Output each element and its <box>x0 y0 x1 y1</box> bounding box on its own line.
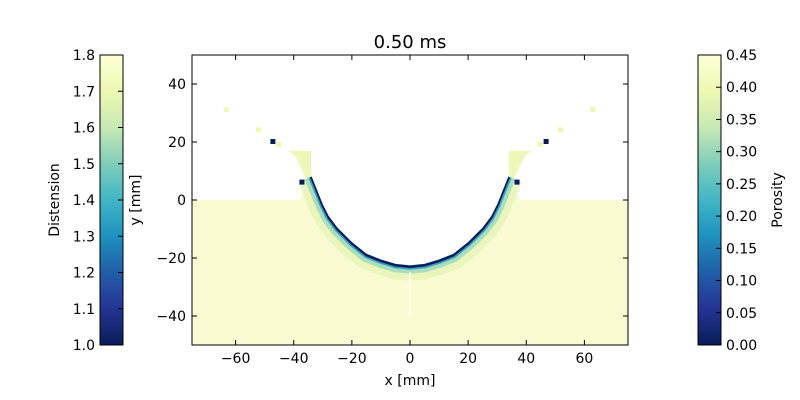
y-tick-label: 20 <box>168 135 186 151</box>
colorbar-tick-label: 0.35 <box>726 112 757 128</box>
colorbar-tick-label: 0.45 <box>726 48 757 64</box>
y-axis-label: y [mm] <box>128 175 144 226</box>
porosity-colorbar <box>697 54 722 346</box>
x-tick-label: −60 <box>221 351 251 367</box>
x-tick-label: −40 <box>279 351 309 367</box>
colorbar-tick-label: 1.6 <box>73 121 95 137</box>
colorbar-tick-label: 1.0 <box>73 338 95 354</box>
colorbar-tick-label: 0.20 <box>726 209 757 225</box>
colorbar-tick-label: 0.00 <box>726 338 757 354</box>
colorbar-tick-label: 1.2 <box>73 266 95 282</box>
colorbar-tick-label: 0.30 <box>726 145 757 161</box>
colorbar-tick-label: 0.40 <box>726 80 757 96</box>
colorbar-tick-label: 1.8 <box>73 48 95 64</box>
crater-rim <box>310 176 510 268</box>
colorbar-tick-label: 1.3 <box>73 229 95 245</box>
x-axis-label: x [mm] <box>385 373 436 389</box>
ejecta-particle <box>514 179 520 185</box>
colorbar-tick-label: 1.1 <box>73 302 95 318</box>
crater-cavity <box>311 55 509 266</box>
x-tick-label: 0 <box>406 351 415 367</box>
x-tick-label: 40 <box>517 351 535 367</box>
ejecta-particle <box>255 127 261 133</box>
colorbar-tick-label: 1.7 <box>73 84 95 100</box>
porosity-colorbar-label: Porosity <box>770 172 786 227</box>
ejecta-particle <box>558 127 564 133</box>
plot-area <box>192 55 628 345</box>
ejecta-particle <box>543 139 549 144</box>
ejecta-particle <box>299 179 305 185</box>
y-tick-label: 0 <box>177 193 186 209</box>
x-tick-label: 60 <box>575 351 593 367</box>
colorbar-tick-label: 0.25 <box>726 177 757 193</box>
colorbar-tick-label: 1.4 <box>73 193 95 209</box>
x-tick-label: −20 <box>337 351 367 367</box>
colorbar-tick-label: 0.10 <box>726 274 757 290</box>
y-tick-label: −40 <box>156 309 186 325</box>
distension-colorbar-label: Distension <box>47 163 63 237</box>
ejecta-particle <box>270 139 276 144</box>
target-material-region <box>192 176 628 345</box>
ejecta-particle <box>223 107 229 113</box>
y-tick-label: 40 <box>168 77 186 93</box>
ejecta-particle <box>590 107 596 113</box>
colorbar-tick-label: 0.05 <box>726 306 757 322</box>
ejecta-particle <box>276 141 282 147</box>
ejecta-particle <box>537 141 543 147</box>
colorbar-tick-label: 0.15 <box>726 241 757 257</box>
colorbar-tick-label: 1.5 <box>73 157 95 173</box>
x-tick-label: 20 <box>459 351 477 367</box>
y-tick-label: −20 <box>156 251 186 267</box>
chart-title: 0.50 ms <box>374 32 447 53</box>
